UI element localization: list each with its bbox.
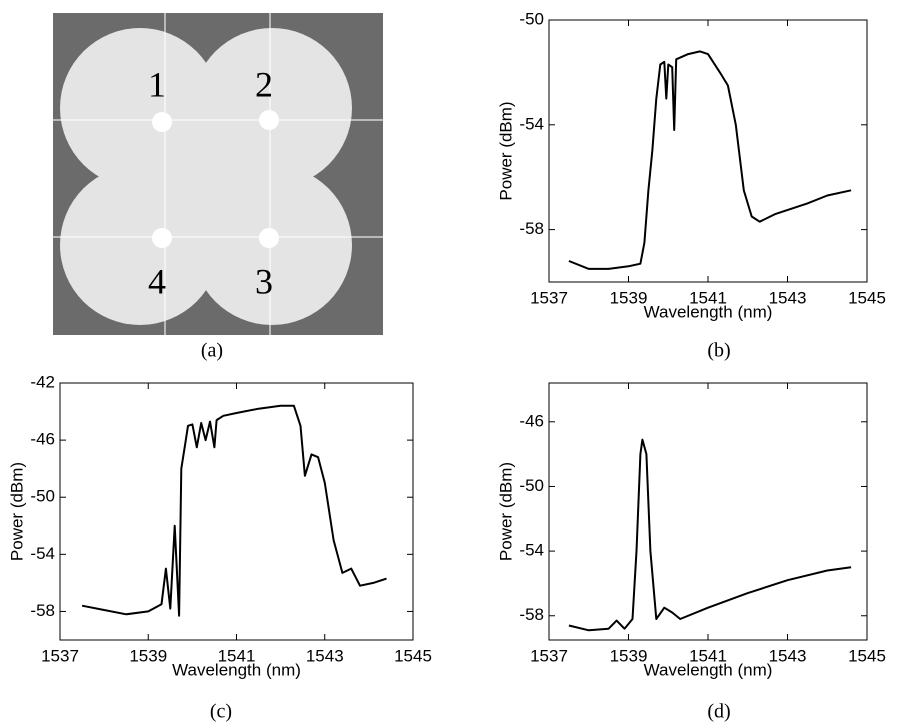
x-tick-label: 1545 [848,646,886,665]
plot-frame [548,19,868,283]
caption: (b) [707,340,730,362]
caption: (c) [210,701,232,723]
x-tick-label: 1543 [769,288,807,307]
x-tick-label: 1545 [848,288,886,307]
y-tick-label: -50 [519,476,544,495]
core-spots [152,110,279,248]
x-tick-label: 1539 [610,646,648,665]
y-tick-label: -58 [519,219,544,238]
x-tick-label: 1541 [689,646,727,665]
x-tick-label: 1537 [530,288,568,307]
spectrum-line [568,50,852,270]
caption: (a) [201,340,223,362]
y-tick-label: -46 [519,411,544,430]
y-tick-label: -54 [519,114,544,133]
x-tick-label: 1539 [610,288,648,307]
x-tick-label: 1539 [129,646,167,665]
x-tick-label: 1537 [530,646,568,665]
y-tick-label: -54 [30,544,55,563]
core-label: 3 [255,261,273,301]
x-tick-label: 1543 [306,646,344,665]
y-tick-label: -58 [30,601,55,620]
x-axis-label: Wavelength (nm) [644,302,773,321]
image-panel: 1 2 3 4 (a) [53,13,383,362]
y-tick-label: -58 [519,605,544,624]
x-tick-label: 1545 [394,646,432,665]
plot-frame [548,382,868,641]
spectrum-line [568,438,852,632]
plot-frame [59,382,414,641]
x-tick-label: 1541 [218,646,256,665]
x-axis-label: Wavelength (nm) [644,660,773,679]
x-tick-label: 1541 [689,288,727,307]
core-label: 1 [148,64,166,104]
y-tick-label: -50 [30,487,55,506]
x-tick-label: 1543 [769,646,807,665]
y-axis-label: Power (dBm) [7,462,26,561]
core-label: 2 [255,64,273,104]
x-tick-label: 1537 [41,646,79,665]
core-label: 4 [148,261,166,301]
x-axis-label: Wavelength (nm) [172,660,301,679]
caption: (d) [707,701,730,723]
y-tick-label: -46 [30,430,55,449]
fiber-facet [60,28,352,325]
y-tick-label: -50 [519,9,544,28]
y-tick-label: -42 [30,372,55,391]
crosshair [53,13,383,335]
y-tick-label: -54 [519,541,544,560]
y-axis-label: Power (dBm) [496,462,515,561]
y-axis-label: Power (dBm) [496,101,515,200]
spectrum-line [81,404,387,617]
